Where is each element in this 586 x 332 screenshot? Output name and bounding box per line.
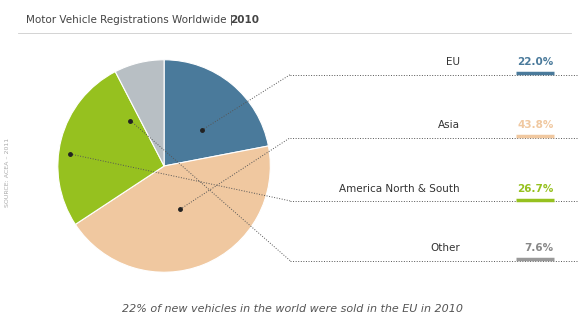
Wedge shape [164,60,268,166]
Wedge shape [76,146,270,272]
Wedge shape [115,60,164,166]
Wedge shape [58,72,164,224]
Text: 22% of new vehicles in the world were sold in the EU in 2010: 22% of new vehicles in the world were so… [122,304,464,314]
Text: Other: Other [430,243,460,253]
Text: Motor Vehicle Registrations Worldwide |: Motor Vehicle Registrations Worldwide | [26,15,237,26]
Text: EU: EU [446,57,460,67]
Text: SOURCE: ACEA – 2011: SOURCE: ACEA – 2011 [5,138,10,207]
Text: 7.6%: 7.6% [524,243,554,253]
Text: 2010: 2010 [230,15,259,25]
Text: Asia: Asia [438,121,460,130]
Text: 43.8%: 43.8% [517,121,554,130]
Text: 22.0%: 22.0% [517,57,554,67]
Text: America North & South: America North & South [339,184,460,194]
Text: 26.7%: 26.7% [517,184,554,194]
